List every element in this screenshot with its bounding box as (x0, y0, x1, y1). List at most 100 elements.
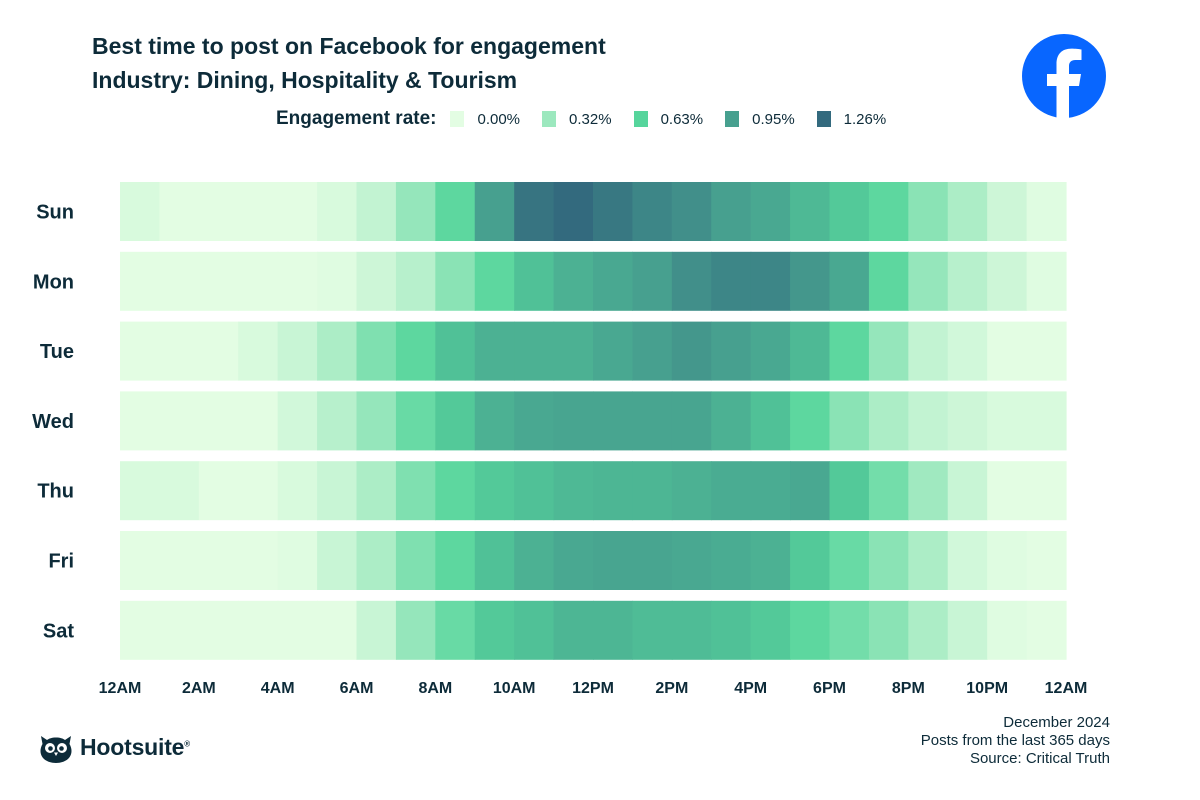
heatmap-cell (159, 391, 200, 451)
legend-swatch (725, 111, 740, 127)
heatmap-cell (750, 391, 791, 451)
heatmap-cell (435, 531, 476, 590)
heatmap-cell (159, 251, 200, 311)
x-tick-label: 4AM (261, 680, 295, 697)
heatmap-cell (671, 600, 712, 660)
heatmap-cell (120, 182, 161, 241)
heatmap-cell (593, 251, 634, 311)
heatmap-cell (868, 461, 909, 521)
heatmap-cell (750, 182, 791, 241)
heatmap-cell (987, 461, 1028, 521)
brand-name: Hootsuite® (80, 733, 190, 760)
heatmap-cell (987, 182, 1028, 241)
heatmap-cell (198, 531, 239, 590)
heatmap-cell (593, 182, 634, 241)
heatmap-cell (553, 531, 594, 590)
heatmap-cell (632, 321, 673, 381)
heatmap-cell (947, 391, 988, 451)
heatmap-cell (159, 182, 200, 241)
heatmap-cell (868, 182, 909, 241)
footer-source: Source: Critical Truth (969, 750, 1110, 767)
heatmap-cell (120, 531, 161, 590)
heatmap-cell (514, 321, 555, 381)
x-tick-label: 4PM (734, 680, 767, 697)
heatmap-cell (277, 182, 318, 241)
legend-item: 0.95% (725, 111, 795, 128)
heatmap-cell (987, 531, 1028, 590)
heatmap-cell (593, 321, 634, 381)
heatmap-cell (1026, 251, 1067, 311)
heatmap-cell (159, 600, 200, 660)
row-label: Wed (32, 411, 74, 433)
x-tick-label: 2AM (182, 680, 216, 697)
heatmap-cell (947, 461, 988, 521)
heatmap-cell (474, 182, 515, 241)
heatmap-cell (711, 531, 752, 590)
heatmap-cell (474, 321, 515, 381)
heatmap-cell (198, 321, 239, 381)
heatmap-cell (435, 461, 476, 521)
heatmap-cell (356, 182, 397, 241)
legend-item: 1.26% (816, 111, 886, 128)
x-tick-label: 6AM (340, 680, 374, 697)
heatmap-cell (593, 600, 634, 660)
heatmap-cell (868, 600, 909, 660)
heatmap-cell (395, 461, 436, 521)
heatmap-cell (159, 461, 200, 521)
heatmap-cell (238, 600, 279, 660)
heatmap-cell (790, 182, 831, 241)
legend-item: 0.63% (633, 111, 703, 128)
heatmap-cell (790, 531, 831, 590)
heatmap-cell (238, 251, 279, 311)
heatmap-cell (829, 531, 870, 590)
heatmap-cell (474, 251, 515, 311)
heatmap-cell (947, 531, 988, 590)
heatmap-cell (120, 251, 161, 311)
heatmap-cell (514, 531, 555, 590)
heatmap-cell (750, 461, 791, 521)
heatmap-cell (553, 182, 594, 241)
heatmap-cell (277, 321, 318, 381)
heatmap-cell (947, 321, 988, 381)
heatmap-cell (317, 600, 358, 660)
heatmap-cell (474, 531, 515, 590)
heatmap-cell (277, 391, 318, 451)
heatmap-cell (277, 251, 318, 311)
heatmap-cell (711, 461, 752, 521)
heatmap-cell (987, 251, 1028, 311)
heatmap-cell (120, 321, 161, 381)
x-tick-label: 10AM (493, 680, 536, 697)
heatmap-cell (356, 251, 397, 311)
legend-item: 0.32% (542, 111, 612, 128)
heatmap-cell (198, 391, 239, 451)
row-label: Tue (40, 341, 74, 363)
heatmap-cell (711, 182, 752, 241)
heatmap-cell (868, 321, 909, 381)
heatmap-cell (435, 321, 476, 381)
row-label: Sun (36, 202, 74, 224)
heatmap-cell (317, 391, 358, 451)
facebook-icon (1022, 34, 1106, 118)
heatmap-cell (868, 391, 909, 451)
heatmap-cell (1026, 321, 1067, 381)
heatmap-cell (829, 251, 870, 311)
legend-label: 0.95% (752, 110, 795, 128)
row-label: Sat (43, 620, 74, 642)
heatmap-cell (553, 321, 594, 381)
heatmap-cell (711, 251, 752, 311)
heatmap-cell (238, 461, 279, 521)
heatmap-cell (908, 531, 949, 590)
owl-icon (40, 736, 72, 763)
heatmap-cell (514, 182, 555, 241)
heatmap-cell (750, 531, 791, 590)
heatmap-cell (947, 251, 988, 311)
heatmap-cell (395, 600, 436, 660)
heatmap-cell (790, 391, 831, 451)
heatmap-cell (553, 391, 594, 451)
heatmap-cell (356, 391, 397, 451)
heatmap-cell (356, 461, 397, 521)
x-tick-label: 8AM (418, 680, 452, 697)
heatmap-cell (632, 182, 673, 241)
heatmap-cell (198, 182, 239, 241)
heatmap-cell (356, 600, 397, 660)
